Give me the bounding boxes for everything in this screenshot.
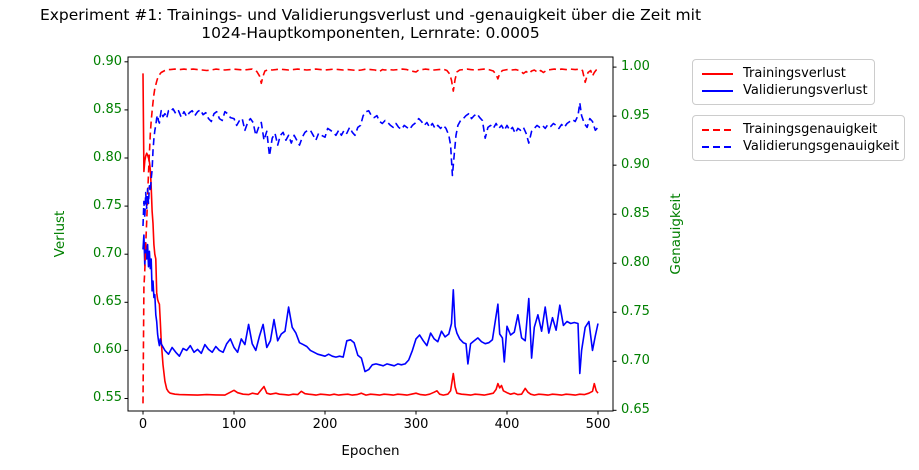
series-line-3: [142, 102, 599, 227]
x-tick-label: 200: [312, 417, 338, 432]
y-tick-label-right: 0.75: [621, 304, 650, 320]
y-tick-label-left: 0.60: [93, 342, 122, 358]
legend-entry-validierungsgenauigkeit: Validierungsgenauigkeit: [702, 138, 899, 155]
y-tick-label-right: 0.65: [621, 402, 650, 418]
legend-line-sample-red-solid: [702, 72, 733, 75]
y-tick-label-left: 0.70: [93, 246, 122, 262]
x-tick-label: 300: [403, 417, 429, 432]
legend-line-sample-blue-dashed: [702, 145, 733, 148]
legend-entry-validierungsverlust: Validierungsverlust: [702, 82, 868, 99]
y-tick-label-left: 0.80: [93, 150, 122, 165]
y-tick-label-right: 0.80: [621, 255, 650, 271]
series-line-0: [142, 73, 599, 396]
y-tick-label-right: 0.90: [621, 157, 650, 173]
y-tick-label-right: 1.00: [621, 59, 650, 75]
y-tick-label-left: 0.90: [93, 53, 122, 69]
legend-accuracy-box: Trainingsgenauigkeit Validierungsgenauig…: [692, 115, 905, 161]
x-tick-label: 0: [138, 417, 148, 432]
y-tick-label-left: 0.85: [93, 101, 122, 117]
y-axis-label-left: Verlust: [52, 210, 68, 258]
x-tick-label: 100: [221, 417, 247, 432]
legend-label: Trainingsverlust: [743, 66, 846, 81]
legend-loss-box: Trainingsverlust Validierungsverlust: [692, 59, 875, 105]
legend-line-sample-red-dashed: [702, 128, 733, 131]
axes-frame: [127, 56, 614, 412]
series-line-1: [142, 234, 599, 375]
y-tick-label-right: 0.95: [621, 108, 650, 124]
y-tick-label-left: 0.55: [93, 390, 122, 406]
legend-entry-trainingsverlust: Trainingsverlust: [702, 65, 864, 82]
y-tick-label-left: 0.75: [93, 198, 122, 214]
legend-line-sample-blue-solid: [702, 89, 733, 92]
x-tick-label: 400: [494, 417, 520, 432]
x-axis-label: Epochen: [341, 443, 400, 459]
series-line-2: [142, 68, 599, 404]
y-tick-label-right: 0.85: [621, 206, 650, 222]
legend-label: Validierungsverlust: [743, 83, 868, 98]
y-axis-label-right: Genauigkeit: [668, 193, 684, 275]
legend-entry-trainingsgenauigkeit: Trainingsgenauigkeit: [702, 121, 894, 138]
chart-title: Experiment #1: Trainings- und Validierun…: [39, 6, 702, 42]
legend-label: Validierungsgenauigkeit: [743, 139, 900, 154]
y-tick-label-right: 0.70: [621, 353, 650, 369]
legend-label: Trainingsgenauigkeit: [743, 122, 878, 137]
y-tick-label-left: 0.65: [93, 294, 122, 310]
x-tick-label: 500: [585, 417, 611, 432]
